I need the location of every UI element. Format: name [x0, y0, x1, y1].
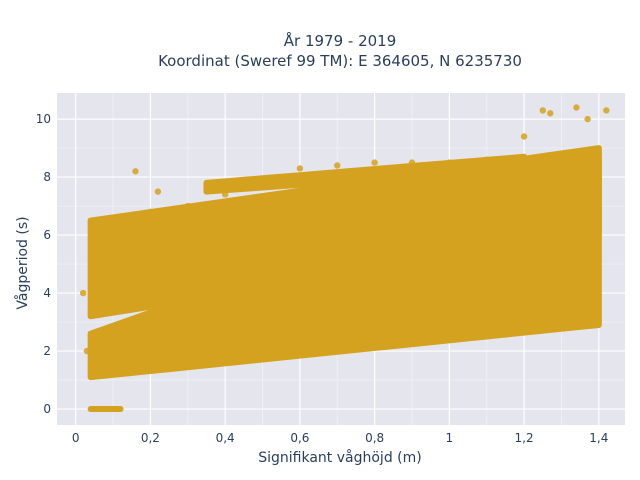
- chart-title-line-1: År 1979 - 2019: [284, 31, 397, 50]
- data-point: [79, 289, 87, 297]
- data-point: [147, 208, 154, 216]
- y-axis-title: Vågperiod (s): [14, 216, 31, 309]
- plot-area: 0 0,2 0,4 0,6 0,8 1 1,2 1,4 0 2 4 6 8 10: [36, 93, 625, 445]
- density-band: [184, 278, 509, 328]
- data-point: [543, 252, 550, 259]
- data-point: [483, 156, 490, 163]
- y-tick-label: 2: [43, 344, 51, 358]
- y-tick-label: 6: [43, 228, 51, 242]
- y-tick-label: 0: [43, 402, 51, 416]
- data-point: [315, 301, 322, 308]
- data-point: [259, 179, 266, 187]
- data-point: [221, 191, 229, 198]
- data-point: [91, 371, 98, 378]
- data-point: [203, 330, 210, 337]
- data-point: [408, 281, 416, 288]
- data-point: [296, 165, 304, 172]
- x-tick-label: 0,4: [216, 431, 235, 445]
- data-point: [573, 104, 580, 111]
- data-point: [584, 115, 591, 123]
- data-point: [371, 159, 378, 166]
- chart-title-line-2: Koordinat (Sweref 99 TM): E 364605, N 62…: [158, 52, 522, 70]
- data-point: [483, 255, 490, 262]
- data-point: [334, 298, 341, 305]
- data-point: [539, 272, 546, 279]
- data-point: [520, 231, 528, 239]
- data-point: [408, 159, 416, 166]
- data-point: [296, 304, 304, 311]
- data-point: [132, 168, 139, 175]
- data-point: [446, 159, 453, 166]
- data-point: [371, 289, 378, 297]
- x-axis-title: Signifikant våghöjd (m): [258, 449, 421, 466]
- x-tick-label: 0,8: [365, 431, 384, 445]
- data-point: [240, 318, 248, 326]
- x-tick-label: 0,6: [290, 431, 309, 445]
- x-tick-label: 1,2: [515, 431, 534, 445]
- data-point: [221, 324, 229, 332]
- y-tick-label: 10: [36, 112, 51, 126]
- data-point: [259, 313, 266, 320]
- data-point: [165, 347, 173, 355]
- data-point: [147, 353, 154, 361]
- data-point: [390, 286, 397, 294]
- x-tick-label: 0: [72, 431, 80, 445]
- data-point: [83, 347, 91, 355]
- data-point: [184, 339, 191, 346]
- x-tick-label: 0,2: [141, 431, 160, 445]
- data-point: [588, 162, 595, 169]
- x-tick-label: 1,4: [589, 431, 608, 445]
- data-point: [603, 107, 610, 114]
- data-point: [109, 368, 117, 375]
- data-point: [128, 362, 135, 369]
- data-point: [91, 223, 98, 230]
- data-point: [154, 188, 162, 195]
- data-point: [184, 202, 191, 210]
- y-tick-label: 4: [43, 286, 51, 300]
- data-point: [520, 133, 528, 140]
- data-point: [446, 269, 453, 276]
- data-point: [352, 292, 360, 300]
- data-point: [334, 162, 341, 169]
- data-point: [547, 110, 554, 117]
- data-point: [109, 214, 117, 221]
- data-point: [278, 307, 285, 314]
- data-point: [558, 197, 565, 204]
- y-tick-label: 8: [43, 170, 51, 184]
- density-band: [203, 153, 528, 195]
- density-band: [87, 145, 602, 320]
- data-point: [539, 107, 546, 114]
- x-tick-label: 1: [446, 431, 454, 445]
